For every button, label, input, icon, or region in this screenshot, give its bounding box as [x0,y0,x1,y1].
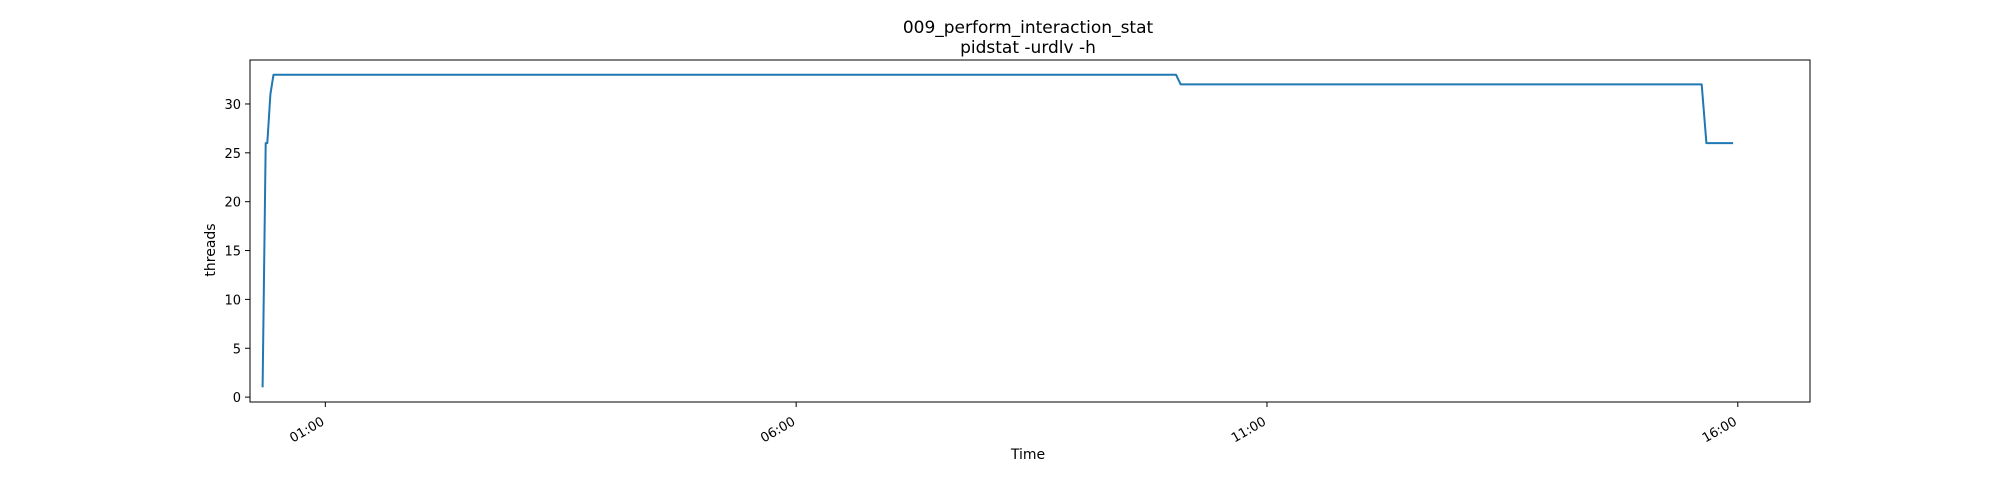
y-tick-label: 15 [224,245,241,260]
y-tick-label: 20 [224,196,241,211]
x-tick-label: 11:00 [1229,414,1269,446]
y-tick-label: 25 [224,147,241,162]
plot-frame [249,59,1811,403]
y-tick-label: 0 [233,391,241,406]
x-tick-label: 16:00 [1700,414,1740,446]
chart-subtitle: pidstat -urdlv -h [960,38,1096,58]
series-line [261,73,1734,388]
plot-area: 0 5 10 15 20 25 30 01:00 06:00 11:00 16:00 [224,59,1811,446]
x-tick-label: 01:00 [287,414,327,446]
y-tick-label: 5 [233,342,241,357]
chart-title: 009_perform_interaction_stat [903,18,1154,38]
x-axis-label: Time [1010,447,1045,463]
y-axis-label: threads [203,223,219,276]
x-tick-label: 06:00 [758,414,798,446]
y-tick-label: 30 [224,98,241,113]
y-tick-label: 10 [224,293,241,308]
